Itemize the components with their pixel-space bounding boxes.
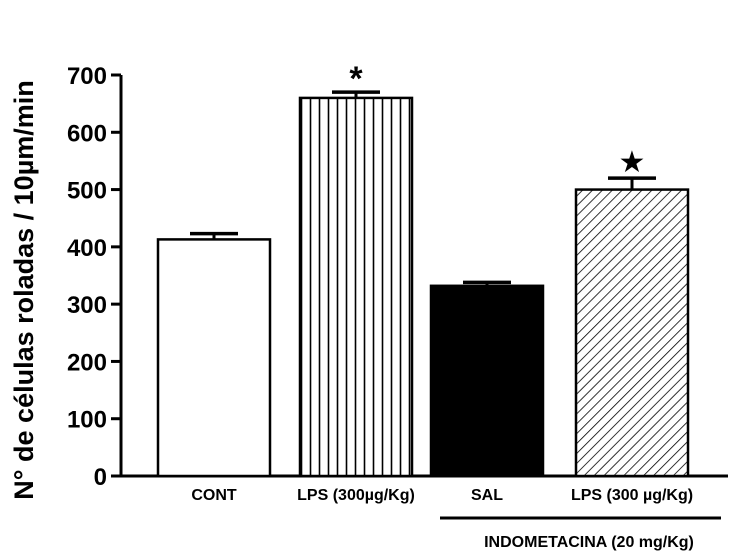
significance-mark: ★ bbox=[619, 146, 646, 179]
y-tick-label: 0 bbox=[94, 464, 107, 491]
y-tick-label: 100 bbox=[67, 407, 107, 434]
y-tick-label: 400 bbox=[67, 235, 107, 262]
bars bbox=[156, 96, 690, 478]
y-axis-label: N° de células roladas / 10µm/min bbox=[9, 80, 39, 500]
group-annotation: INDOMETACINA (20 mg/Kg) bbox=[440, 516, 721, 551]
y-axis-label-group: N° de células roladas / 10µm/min bbox=[9, 80, 39, 500]
x-tick-label: SAL bbox=[471, 487, 503, 504]
x-tick-label: LPS (300 µg/Kg) bbox=[571, 487, 693, 504]
y-tick-label: 500 bbox=[67, 178, 107, 205]
y-tick-label: 600 bbox=[67, 120, 107, 147]
significance-marks: *★ bbox=[349, 60, 645, 179]
bar bbox=[429, 284, 545, 478]
y-tick-label: 700 bbox=[67, 63, 107, 90]
y-tick-label: 300 bbox=[67, 292, 107, 319]
significance-mark: * bbox=[349, 60, 363, 98]
x-tick-label: LPS (300µg/Kg) bbox=[297, 487, 415, 504]
error-bars bbox=[190, 90, 656, 286]
group-label: INDOMETACINA (20 mg/Kg) bbox=[484, 534, 694, 551]
x-tick-label: CONT bbox=[191, 487, 237, 504]
bar bbox=[298, 96, 414, 478]
bar bbox=[574, 188, 690, 478]
y-tick-label: 200 bbox=[67, 349, 107, 376]
x-tick-labels: CONT LPS (300µg/Kg) SAL LPS (300 µg/Kg) bbox=[191, 487, 693, 504]
bar bbox=[156, 238, 272, 478]
